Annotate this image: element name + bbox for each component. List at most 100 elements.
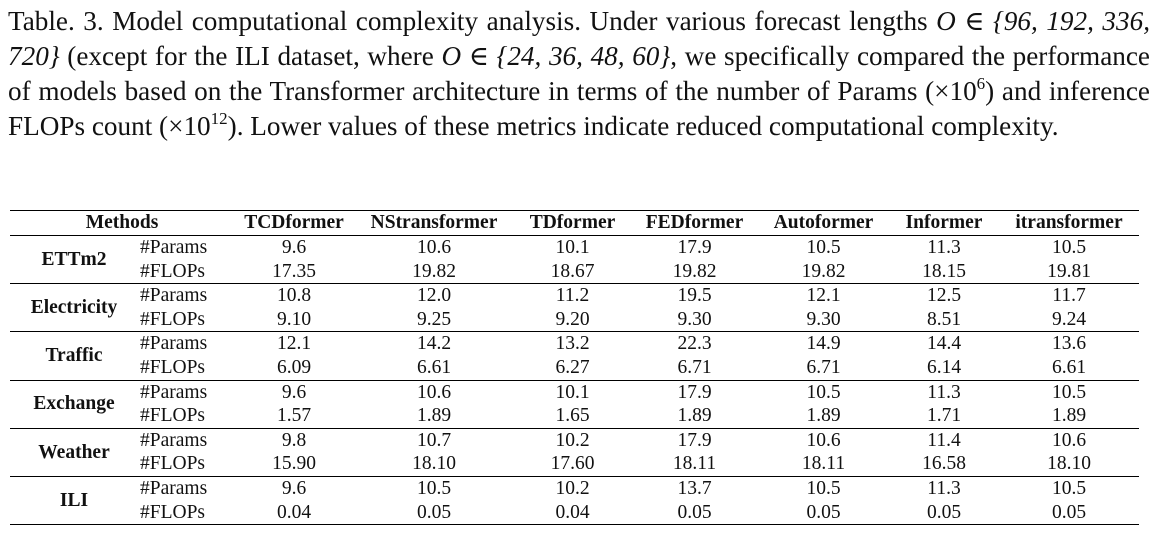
column-header: TDformer: [514, 210, 631, 236]
value-cell: 10.5: [758, 379, 889, 405]
metric-label: #Params: [138, 379, 234, 405]
value-cell: 6.09: [276, 356, 312, 378]
value-cell: 8.51: [926, 308, 962, 330]
value-cell: 6.14: [926, 356, 962, 378]
value-cell: 10.7: [354, 427, 514, 453]
value-cell: 9.10: [276, 308, 312, 330]
metric-label: #Params: [138, 427, 234, 453]
table-row: #FLOPs 1.57 1.89 1.65 1.89 1.89 1.71 1.89: [10, 404, 1139, 428]
metric-label: #FLOPs: [140, 356, 206, 378]
metric-label: #FLOPs: [140, 453, 206, 475]
value-cell: 17.9: [631, 379, 758, 405]
value-cell: 9.25: [416, 308, 452, 330]
table-row: #FLOPs 9.10 9.25 9.20 9.30 9.30 8.51 9.24: [10, 308, 1139, 332]
value-cell: 14.2: [354, 331, 514, 356]
value-cell: 0.05: [806, 501, 841, 523]
value-cell: 17.9: [631, 427, 758, 453]
table-row: #FLOPs 6.09 6.61 6.27 6.71 6.71 6.14 6.61: [10, 356, 1139, 380]
value-cell: 18.11: [672, 453, 717, 475]
value-cell: 6.61: [1051, 356, 1087, 378]
value-cell: 9.6: [281, 237, 307, 258]
value-cell: 10.5: [999, 379, 1139, 405]
metric-label: #Params: [138, 331, 234, 356]
value-cell: 0.05: [926, 501, 962, 523]
value-cell: 0.05: [677, 501, 712, 523]
value-cell: 10.5: [758, 475, 889, 501]
value-cell: 11.4: [889, 427, 999, 453]
value-cell: 18.67: [550, 260, 595, 282]
table-row: Traffic #Params 12.1 14.2 13.2 22.3 14.9 14.4 13…: [10, 331, 1139, 381]
value-cell: 9.30: [806, 308, 841, 330]
metric-label: #Params: [138, 475, 234, 501]
value-cell: 6.27: [555, 356, 590, 378]
value-cell: 12.0: [354, 283, 514, 308]
column-header: Informer: [889, 210, 999, 236]
metric-label: #FLOPs: [140, 308, 206, 330]
value-cell: 10.6: [416, 237, 452, 258]
value-cell: 1.71: [926, 405, 962, 427]
methods-header: Methods: [10, 210, 234, 236]
table-row: #FLOPs 0.04 0.05 0.04 0.05 0.05 0.05 0.05: [10, 501, 1139, 525]
table-row: ILI #Params 9.6 10.5 10.2 13.7 10.5 11.3 10.5: [10, 475, 1139, 525]
value-cell: 14.4: [889, 331, 999, 356]
value-cell: 10.8: [234, 283, 354, 308]
value-cell: 10.5: [999, 475, 1139, 501]
value-cell: 13.2: [514, 331, 631, 356]
value-cell: 13.7: [631, 475, 758, 501]
value-cell: 9.20: [555, 308, 590, 330]
table-row: Exchange #Params 9.6 10.6 10.1 17.9 10.5 11.3 10…: [10, 379, 1139, 429]
metric-label: #Params: [138, 283, 234, 308]
value-cell: 10.2: [514, 427, 631, 453]
dataset-label: Electricity: [10, 283, 138, 332]
value-cell: 11.3: [889, 379, 999, 405]
table-row: ETTm2 #Params 9.6 10.6 10.1 17.9 10.5 11.3 10.5: [10, 236, 1139, 270]
value-cell: 12.1: [234, 331, 354, 356]
column-header: itransformer: [999, 210, 1139, 236]
value-cell: 17.60: [550, 453, 595, 475]
value-cell: 18.10: [412, 453, 456, 475]
table-row: #FLOPs 17.35 19.82 18.67 19.82 19.82 18.15 19.8…: [10, 260, 1139, 284]
metric-label: #FLOPs: [140, 260, 206, 282]
value-cell: 0.05: [1051, 501, 1087, 523]
dataset-label: Exchange: [10, 379, 138, 429]
metric-label: #FLOPs: [140, 501, 206, 523]
value-cell: 0.04: [276, 501, 312, 523]
value-cell: 10.6: [354, 379, 514, 405]
metric-label: #Params: [140, 237, 208, 258]
value-cell: 9.8: [234, 427, 354, 453]
table-body: ETTm2 #Params 9.6 10.6 10.1 17.9 10.5 11.3 10.5 #…: [10, 236, 1139, 525]
metric-label: #FLOPs: [140, 405, 206, 427]
table-row: Weather #Params 9.8 10.7 10.2 17.9 10.6 11.4 10.…: [10, 427, 1139, 477]
value-cell: 11.7: [999, 283, 1139, 308]
value-cell: 6.71: [677, 356, 712, 378]
value-cell: 19.82: [412, 260, 456, 282]
value-cell: 10.5: [806, 237, 841, 258]
column-header: TCDformer: [234, 210, 354, 236]
dataset-label: ILI: [10, 475, 138, 525]
table-caption: Table. 3. Model computational complexity…: [8, 4, 1150, 144]
caption-part-1: Table. 3. Model computational complexity…: [8, 6, 937, 36]
value-cell: 10.1: [555, 237, 590, 258]
value-cell: 17.35: [272, 260, 316, 282]
value-cell: 10.6: [999, 427, 1139, 453]
caption-part-7: ). Lower values of these metrics indicat…: [227, 111, 1059, 141]
value-cell: 18.15: [922, 260, 966, 282]
value-cell: 16.58: [922, 453, 966, 475]
value-cell: 11.3: [927, 237, 961, 258]
value-cell: 10.1: [514, 379, 631, 405]
value-cell: 9.30: [677, 308, 712, 330]
caption-part-3: (except for the ILI dataset, where: [59, 41, 442, 71]
value-cell: 0.05: [416, 501, 452, 523]
value-cell: 14.9: [758, 331, 889, 356]
value-cell: 15.90: [272, 453, 316, 475]
value-cell: 9.6: [234, 475, 354, 501]
value-cell: 11.3: [889, 475, 999, 501]
value-cell: 19.82: [672, 260, 717, 282]
value-cell: 10.5: [354, 475, 514, 501]
value-cell: 9.6: [234, 379, 354, 405]
value-cell: 10.2: [514, 475, 631, 501]
value-cell: 1.89: [806, 405, 841, 427]
value-cell: 1.65: [555, 405, 590, 427]
value-cell: 18.10: [1047, 453, 1091, 475]
value-cell: 1.89: [1051, 405, 1087, 427]
